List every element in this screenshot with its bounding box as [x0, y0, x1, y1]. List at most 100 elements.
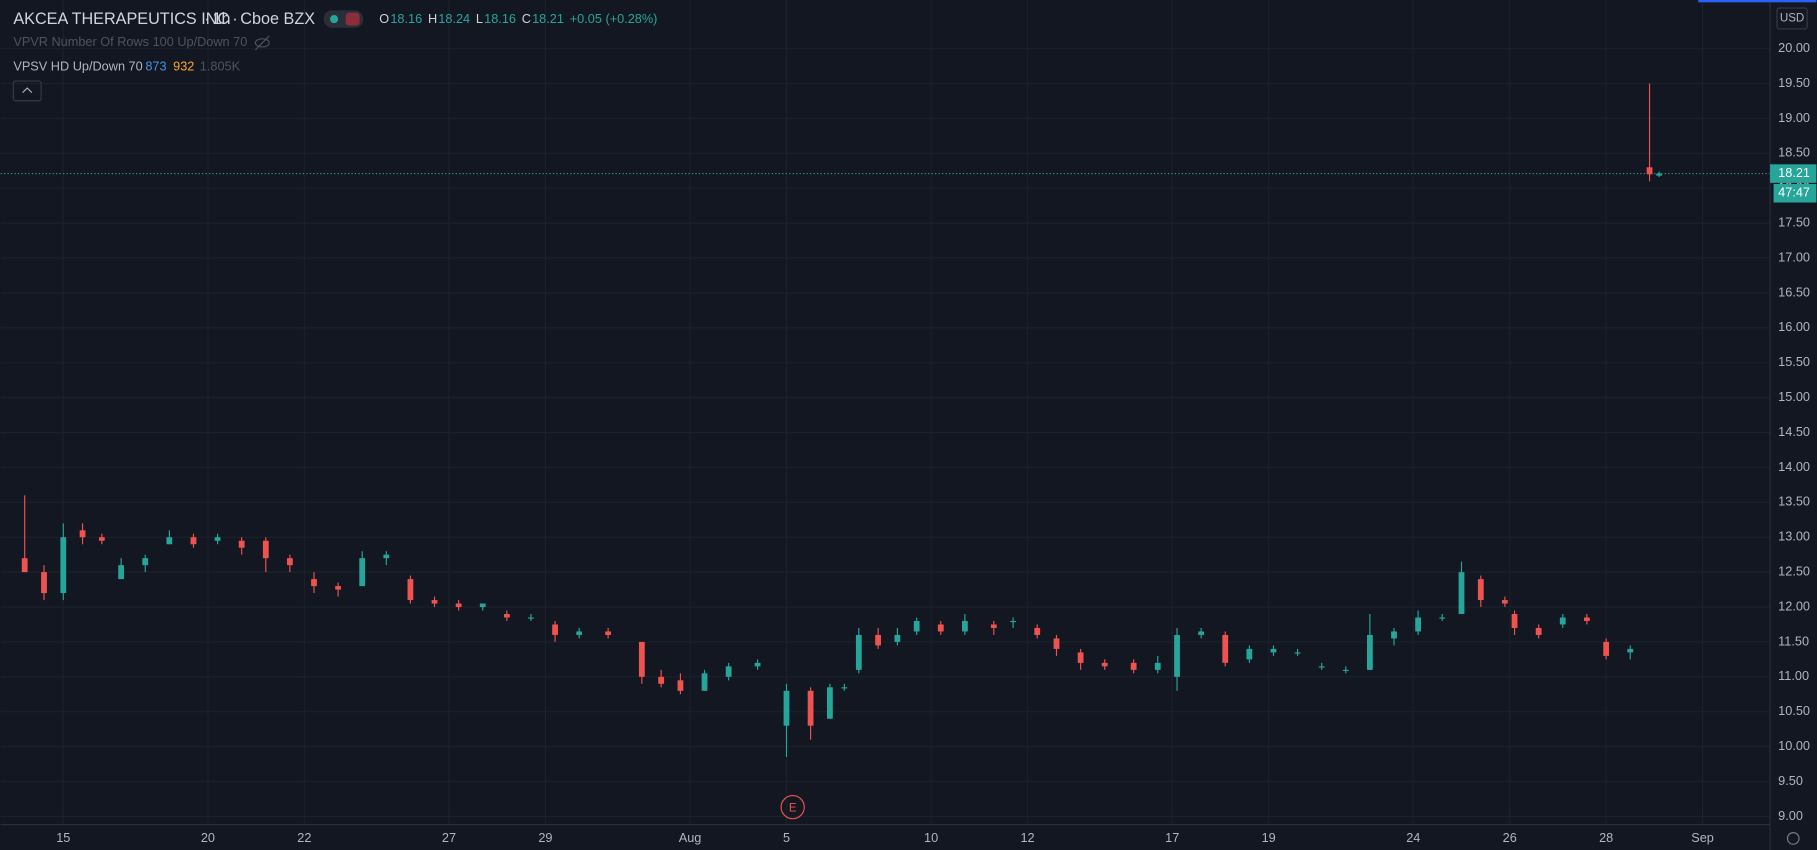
- candle-body: [576, 631, 583, 635]
- candle-body: [407, 579, 414, 601]
- candle-body: [1174, 634, 1180, 677]
- x-tick-label: 24: [1406, 830, 1420, 845]
- candle-body: [1477, 579, 1484, 601]
- candle-body: [1342, 669, 1349, 672]
- candle-body: [1130, 662, 1137, 670]
- candle-body: [1077, 652, 1084, 663]
- y-tick-label: 18.50: [1778, 145, 1810, 160]
- candle-body: [1053, 638, 1060, 649]
- last-price-tag: [1770, 164, 1817, 183]
- vpsv-legend[interactable]: VPSV HD Up/Down 70: [13, 59, 142, 74]
- candle-body: [1646, 167, 1653, 175]
- hidden-icon[interactable]: [254, 35, 270, 51]
- countdown-tag: [1773, 184, 1817, 203]
- x-tick-label: 20: [201, 830, 215, 845]
- candle-body: [1367, 634, 1373, 670]
- candle-body: [701, 673, 708, 691]
- candle-body: [658, 676, 665, 684]
- ohlc-value: 18.24: [438, 11, 470, 26]
- candle-body: [855, 634, 862, 670]
- candle-body: [383, 554, 390, 559]
- candle-body: [262, 540, 269, 559]
- x-tick-label: Aug: [679, 830, 702, 845]
- candle-body: [725, 666, 732, 677]
- market-status: [330, 15, 339, 24]
- x-tick-label: 15: [56, 830, 70, 845]
- y-tick-label: 14.50: [1778, 424, 1810, 439]
- candle-body: [754, 662, 761, 667]
- candle-body: [1603, 641, 1610, 656]
- candle-body: [1583, 617, 1590, 621]
- separator: ·: [232, 10, 237, 28]
- y-tick-label: 15.00: [1778, 389, 1810, 404]
- x-tick-label: 27: [442, 830, 456, 845]
- candle-body: [359, 558, 366, 587]
- y-tick-label: 19.50: [1778, 75, 1810, 90]
- ohlc-key: H: [428, 11, 437, 26]
- y-tick-label: 11.50: [1778, 633, 1809, 648]
- currency-box[interactable]: [1776, 7, 1808, 30]
- vpvr-legend[interactable]: VPVR Number Of Rows 100 Up/Down 70: [13, 34, 247, 49]
- x-tick-label: 28: [1599, 830, 1613, 845]
- vpsv-down: 932: [173, 59, 194, 74]
- candle-body: [1246, 648, 1253, 660]
- candle-body: [1502, 600, 1508, 604]
- candle-body: [1535, 627, 1542, 635]
- candle-body: [1439, 617, 1446, 619]
- x-tick-label: Sep: [1691, 830, 1714, 845]
- ohlc-value: 18.16: [484, 11, 516, 26]
- y-tick-label: 11.00: [1778, 668, 1809, 683]
- ohlc-value: 18.16: [390, 11, 422, 26]
- last-price-label: 18.21: [1778, 165, 1810, 180]
- candle-body: [1034, 627, 1041, 635]
- candles: [21, 83, 1663, 758]
- candle-body: [479, 603, 486, 608]
- candle-body: [1318, 666, 1325, 668]
- ohlc-value: 18.21: [532, 11, 564, 26]
- candle-body: [937, 624, 944, 632]
- interval[interactable]: 1h: [213, 10, 231, 28]
- x-tick-label: 19: [1262, 830, 1276, 845]
- candle-body: [1010, 620, 1017, 623]
- candle-body: [638, 641, 645, 677]
- y-tick-label: 19.00: [1778, 110, 1810, 125]
- candle-body: [826, 687, 833, 719]
- x-tick-label: 10: [924, 830, 938, 845]
- settings-icon[interactable]: [1786, 832, 1800, 845]
- candle-body: [1458, 572, 1465, 615]
- y-tick-label: 20.00: [1778, 40, 1810, 55]
- candle-body: [431, 600, 438, 604]
- candle-body: [875, 634, 882, 646]
- y-tick-label: 15.50: [1778, 354, 1810, 369]
- candle-body: [528, 617, 534, 619]
- candle-body: [783, 690, 790, 726]
- candle-body: [1559, 617, 1566, 625]
- y-tick-label: 13.00: [1778, 529, 1810, 544]
- y-tick-label: 12.00: [1778, 598, 1810, 613]
- y-tick-label: 17.50: [1778, 215, 1810, 230]
- candle-body: [1270, 648, 1277, 653]
- candle-body: [79, 530, 86, 538]
- candle-body: [41, 572, 47, 594]
- candle-body: [841, 687, 848, 689]
- x-tick-label: 12: [1020, 830, 1034, 845]
- countdown: 47:47: [1778, 185, 1810, 200]
- candle-body: [1391, 631, 1397, 639]
- candle-body: [1222, 634, 1229, 663]
- collapse-button[interactable]: [12, 80, 42, 102]
- candle-body: [1198, 631, 1205, 635]
- candle-body: [1627, 648, 1634, 653]
- x-tick-label: 22: [297, 830, 311, 845]
- y-tick-label: 9.00: [1778, 808, 1803, 823]
- y-tick-label: 10.00: [1778, 738, 1810, 753]
- vpsv-total: 1.805K: [200, 59, 241, 74]
- candle-body: [142, 558, 149, 566]
- candle-body: [1154, 662, 1161, 670]
- earnings-marker[interactable]: [780, 794, 805, 820]
- candle-body: [807, 690, 814, 726]
- candle-body: [98, 537, 105, 541]
- candle-body: [21, 558, 28, 573]
